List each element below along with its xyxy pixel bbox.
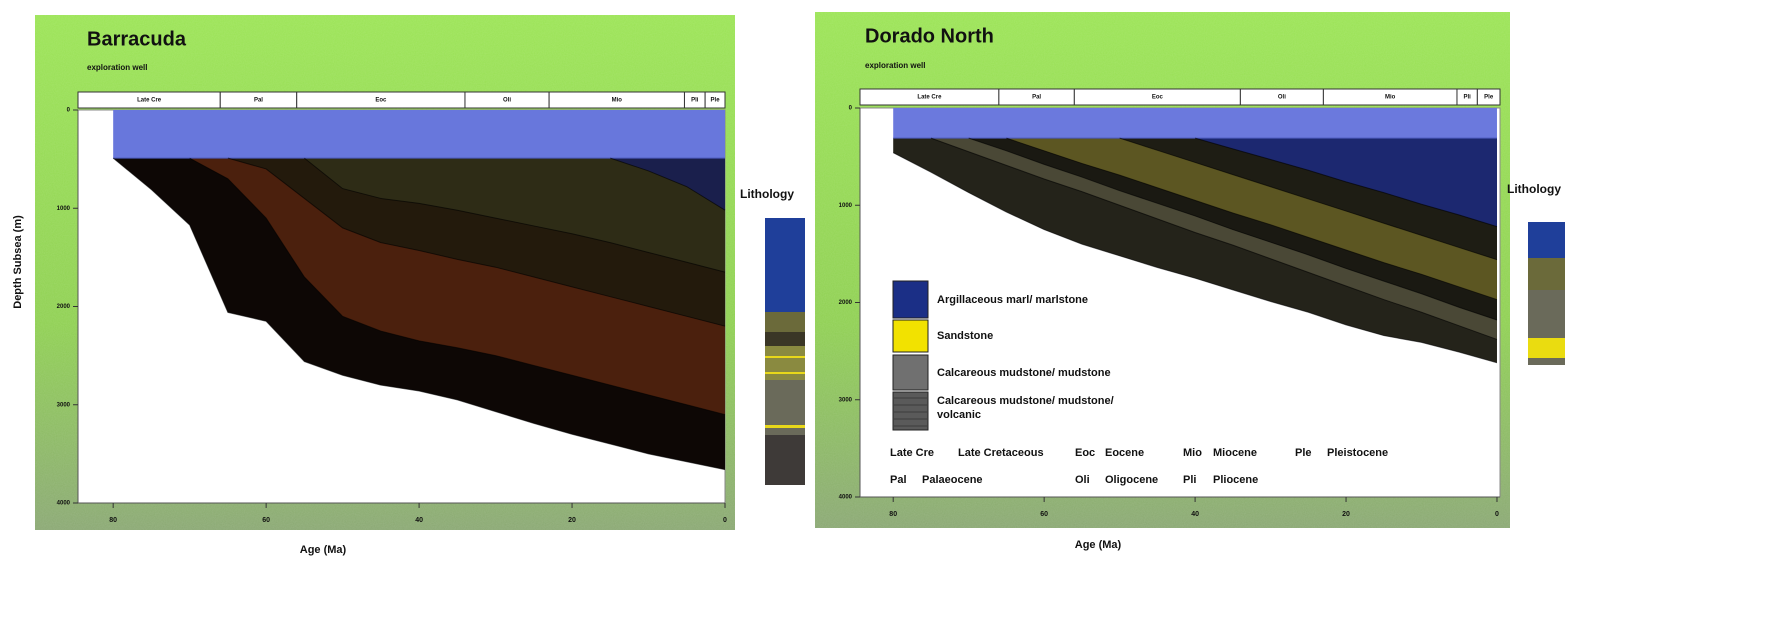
x-tick-label: 20 [568, 517, 576, 524]
timescale-label: Mio [1385, 95, 1396, 101]
chart-subtitle: exploration well [865, 61, 925, 70]
abbreviation: Ple [1295, 447, 1312, 459]
legend-swatch [893, 281, 928, 318]
figure: Barracuda exploration well Dorado North … [0, 0, 1765, 626]
lithology-column [765, 218, 805, 485]
y-tick-label: 2000 [57, 304, 71, 310]
water-fill [113, 110, 725, 158]
x-tick-label: 80 [109, 517, 117, 524]
abbreviation-name: Pleistocene [1327, 447, 1388, 459]
timescale-label: Mio [612, 98, 623, 104]
water-fill [893, 108, 1497, 138]
lithology-title: Lithology [1507, 182, 1561, 196]
abbreviation: Oli [1075, 474, 1090, 486]
x-tick-label: 40 [415, 517, 423, 524]
abbreviation-name: Eocene [1105, 447, 1144, 459]
litho-stripe [765, 425, 805, 428]
abbreviation-name: Late Cretaceous [958, 447, 1044, 459]
timescale-label: Late Cre [137, 98, 162, 104]
y-tick-label: 4000 [839, 495, 853, 501]
y-tick-label: 1000 [839, 203, 853, 209]
y-tick-label: 3000 [839, 397, 853, 403]
litho-block [1528, 338, 1565, 358]
abbreviation-name: Oligocene [1105, 474, 1158, 486]
abbreviation: Eoc [1075, 447, 1095, 459]
litho-stripe [765, 372, 805, 374]
legend-label: Calcareous mudstone/ mudstone [937, 366, 1152, 380]
abbreviation: Mio [1183, 447, 1202, 459]
timescale-label: Pal [1032, 95, 1041, 101]
abbreviation: Pli [1183, 474, 1196, 486]
x-tick-label: 40 [1191, 511, 1199, 518]
y-tick-label: 4000 [57, 501, 71, 507]
timescale-label: Eoc [375, 98, 387, 104]
y-tick-label: 1000 [57, 206, 71, 212]
x-tick-label: 60 [262, 517, 270, 524]
litho-block [765, 435, 805, 485]
timescale-label: Oli [503, 98, 511, 104]
legend-swatch [893, 320, 928, 352]
litho-block [765, 332, 805, 346]
x-tick-label: 20 [1342, 511, 1350, 518]
litho-block [1528, 258, 1565, 290]
abbreviation-name: Pliocene [1213, 474, 1258, 486]
litho-stripe [765, 356, 805, 358]
litho-block [765, 218, 805, 312]
timescale-label: Ple [1484, 95, 1494, 101]
abbreviation-name: Palaeocene [922, 474, 983, 486]
x-tick-label: 60 [1040, 511, 1048, 518]
timescale-label: Pli [691, 98, 699, 104]
abbreviation: Pal [890, 474, 907, 486]
y-tick-label: 2000 [839, 300, 853, 306]
x-tick-label: 80 [889, 511, 897, 518]
timescale-label: Ple [711, 98, 721, 104]
timescale-label: Oli [1278, 95, 1286, 101]
y-axis-label: Depth Subsea (m) [12, 215, 24, 309]
litho-block [1528, 358, 1565, 365]
x-tick-label: 0 [1495, 511, 1499, 518]
x-axis-label: Age (Ma) [1075, 539, 1122, 551]
y-tick-label: 3000 [57, 402, 71, 408]
timescale-label: Eoc [1152, 95, 1164, 101]
abbreviation-name: Miocene [1213, 447, 1257, 459]
legend-label: Calcareous mudstone/ mudstone/ volcanic [937, 394, 1152, 422]
legend-label: Sandstone [937, 329, 1152, 343]
timescale-label: Late Cre [917, 95, 942, 101]
litho-block [765, 346, 805, 380]
legend-swatch [893, 355, 928, 390]
abbreviation: Late Cre [890, 447, 934, 459]
lithology-title: Lithology [740, 187, 794, 201]
litho-block [765, 312, 805, 332]
chart-title: Barracuda [87, 28, 187, 50]
x-tick-label: 0 [723, 517, 727, 524]
timescale-label: Pal [254, 98, 263, 104]
litho-block [1528, 222, 1565, 258]
lithology-column [1528, 222, 1565, 365]
chart-subtitle: exploration well [87, 63, 147, 72]
page: Barracuda exploration well Dorado North … [0, 0, 1765, 626]
legend-label: Argillaceous marl/ marlstone [937, 293, 1152, 307]
timescale-label: Pli [1463, 95, 1471, 101]
chart-title: Dorado North [865, 25, 994, 47]
x-axis-label: Age (Ma) [300, 544, 347, 556]
litho-block [1528, 290, 1565, 338]
